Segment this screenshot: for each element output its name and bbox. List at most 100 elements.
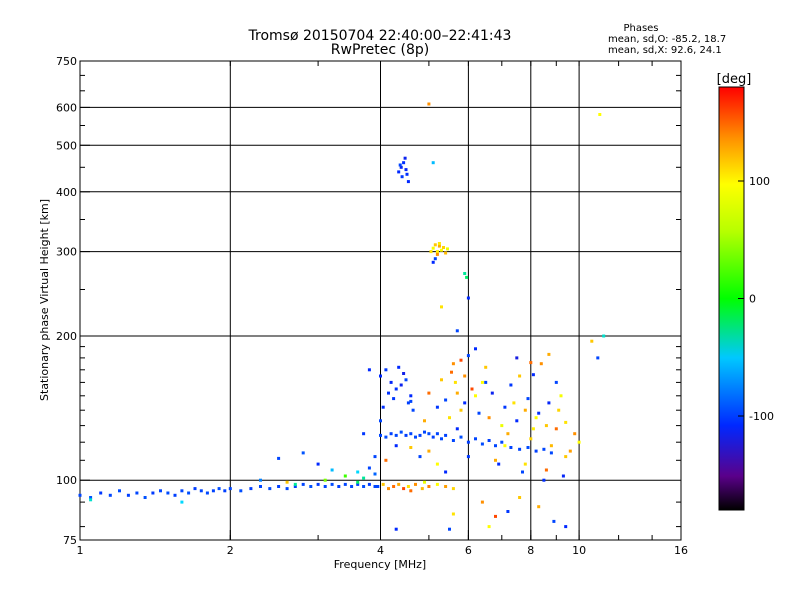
echo-point [373, 472, 377, 476]
echo-point [389, 380, 393, 384]
echo-point [381, 405, 385, 409]
echo-point [151, 491, 155, 495]
echo-point [389, 432, 393, 436]
echo-point [564, 455, 568, 459]
echo-point [431, 161, 435, 165]
echo-point [397, 482, 401, 486]
echo-point [367, 466, 371, 470]
echo-point [474, 347, 477, 351]
echo-point [453, 380, 457, 384]
echo-point [249, 487, 253, 491]
echo-point [337, 485, 341, 488]
echo-point [561, 474, 565, 478]
echo-point [356, 470, 360, 474]
colorbar-tick-label: 0 [749, 293, 756, 306]
echo-point [506, 510, 510, 513]
y-tick-label: 750 [56, 55, 77, 68]
echo-point [470, 387, 474, 391]
echo-point [509, 446, 513, 449]
echo-point [494, 514, 497, 518]
echo-point [484, 380, 488, 384]
echo-point [552, 519, 556, 523]
echo-point [451, 362, 455, 366]
echo-point [559, 394, 563, 398]
echo-point [451, 487, 455, 491]
echo-point [367, 368, 371, 372]
echo-point [143, 496, 147, 499]
colorbar-ticks: 100 0 -100 [738, 175, 774, 423]
echo-point [509, 383, 513, 387]
plot-area: 1 2 4 6 8 10 16 75 100 200 300 400 500 600 750 [56, 55, 688, 557]
echo-point [480, 500, 484, 504]
echo-point [406, 180, 410, 184]
echo-point [518, 374, 522, 378]
echo-point [435, 250, 439, 254]
echo-point [500, 424, 504, 428]
echo-point [343, 474, 347, 478]
echo-point [455, 391, 459, 395]
echo-point [423, 419, 426, 423]
echo-point [446, 247, 449, 251]
echo-point [427, 391, 431, 395]
echo-point [367, 482, 371, 486]
echo-point [602, 334, 606, 338]
x-tick-label: 2 [227, 544, 234, 557]
echo-point [379, 374, 382, 378]
echo-point [440, 378, 443, 382]
chart-subtitle: RwPretec (8p) [331, 42, 429, 58]
echo-point [330, 482, 334, 486]
echo-point [466, 354, 470, 358]
echo-point [515, 419, 519, 423]
echo-point [126, 493, 130, 497]
echo-point [463, 374, 467, 378]
echo-point [490, 391, 494, 395]
echo-point [166, 491, 170, 495]
echo-point [409, 446, 413, 449]
echo-point [387, 487, 390, 491]
echo-point [277, 485, 281, 488]
echo-point [542, 447, 546, 451]
echo-point [239, 489, 243, 493]
echo-point [598, 113, 602, 116]
echo-point [480, 380, 484, 384]
x-tick-label: 10 [572, 544, 586, 557]
echo-point [577, 440, 581, 444]
echo-point [135, 491, 139, 495]
echo-point [474, 437, 477, 441]
echo-point [431, 435, 435, 439]
echo-point [423, 430, 426, 434]
echo-point [381, 482, 385, 486]
echo-point [384, 458, 388, 462]
echo-point [394, 387, 398, 391]
echo-point [512, 401, 516, 405]
echo-point [316, 482, 320, 486]
y-axis: 75 100 200 300 400 500 600 750 [56, 55, 681, 547]
x-axis-label: Frequency [MHz] [334, 558, 426, 571]
echo-point [392, 397, 396, 401]
echo-point [544, 424, 548, 428]
echo-point [362, 485, 366, 488]
echo-point [414, 435, 417, 439]
echo-point [379, 433, 382, 437]
echo-point [411, 408, 415, 412]
echo-point [529, 361, 533, 365]
echo-point [384, 435, 388, 439]
echo-point [554, 380, 558, 384]
echo-point [564, 420, 568, 424]
echo-point [427, 102, 431, 106]
echo-point [423, 480, 426, 484]
echo-point [323, 478, 327, 482]
echo-point [564, 525, 568, 529]
echo-point [435, 432, 439, 436]
echo-point [466, 440, 470, 444]
y-tick-label: 500 [56, 139, 77, 152]
echo-point [521, 470, 524, 474]
echo-point [392, 485, 396, 488]
echo-point [463, 272, 467, 275]
echo-point [451, 512, 455, 516]
data-points [78, 102, 606, 531]
echo-point [433, 243, 437, 247]
echo-point [399, 430, 403, 434]
echo-point [403, 156, 407, 160]
echo-point [448, 416, 451, 420]
